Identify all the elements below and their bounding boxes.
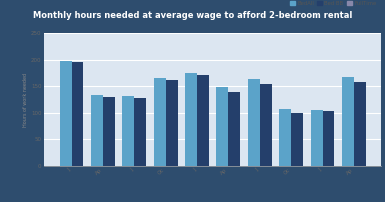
Bar: [228, 92, 240, 166]
Bar: [260, 84, 272, 166]
Bar: [248, 79, 260, 166]
Bar: [72, 62, 84, 166]
Bar: [134, 98, 146, 166]
Bar: [103, 97, 115, 166]
Bar: [60, 61, 72, 166]
Bar: [91, 95, 103, 166]
Bar: [216, 87, 228, 166]
Text: Monthly hours needed at average wage to afford 2-bedroom rental: Monthly hours needed at average wage to …: [33, 11, 352, 20]
Bar: [291, 113, 303, 166]
Bar: [166, 80, 177, 166]
Bar: [342, 77, 354, 166]
Bar: [279, 109, 291, 166]
Bar: [354, 82, 366, 166]
Y-axis label: Hours of work needed: Hours of work needed: [23, 73, 28, 126]
Bar: [323, 111, 335, 166]
Bar: [122, 96, 134, 166]
Bar: [311, 109, 323, 166]
Legend: BedAll, Bed BB, FullTime: BedAll, Bed BB, FullTime: [288, 0, 378, 8]
Bar: [185, 73, 197, 166]
Bar: [154, 78, 166, 166]
Bar: [197, 75, 209, 166]
